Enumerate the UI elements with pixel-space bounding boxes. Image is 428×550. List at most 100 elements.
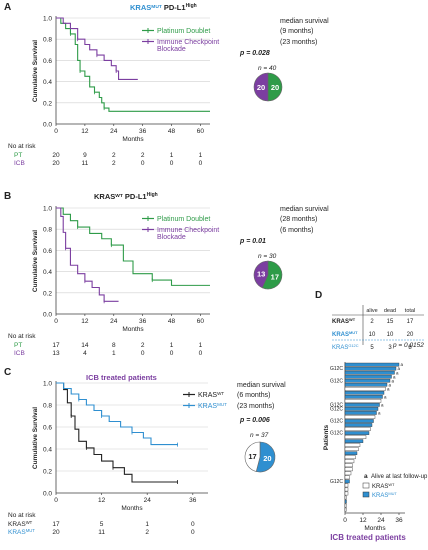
table-cell: 20	[407, 332, 414, 338]
risk-value: 0	[141, 350, 145, 357]
table-row-label: KRASG12C	[332, 343, 359, 352]
table-header: alive	[366, 308, 377, 314]
risk-value: 13	[52, 350, 60, 357]
alive-marker: a	[387, 386, 390, 391]
y-tick-label: 0.4	[43, 269, 52, 276]
table-row-label: KRASWT	[332, 317, 356, 326]
x-tick-label: 24	[110, 318, 118, 325]
risk-row-label: PT	[14, 342, 22, 349]
panel-title-C: ICB treated patients	[86, 373, 157, 382]
alive-marker: a	[393, 374, 396, 379]
bar	[344, 503, 347, 508]
x-tick-label: 60	[197, 128, 205, 135]
pie-slice	[267, 72, 283, 102]
y-tick-label: 1.0	[43, 16, 52, 23]
y-tick-label: 0.2	[43, 290, 52, 297]
alive-marker: a	[378, 411, 381, 416]
p-value: p = 0.028	[239, 50, 270, 57]
km-curve-0	[56, 382, 178, 483]
x-tick-label: 12	[359, 517, 367, 524]
x-tick-label: 0	[343, 517, 347, 524]
bar	[344, 495, 347, 500]
alive-marker: a	[398, 366, 401, 371]
median-survival-label: median survival	[280, 206, 329, 213]
x-tick-label: 12	[98, 497, 106, 504]
x-tick-label: 48	[168, 318, 176, 325]
risk-value: 20	[52, 529, 60, 536]
legend-swatch-mut	[362, 491, 370, 498]
n-label: n = 37	[250, 432, 269, 439]
risk-value: 0	[199, 160, 203, 167]
x-tick-label: 12	[81, 318, 89, 325]
alive-marker: a	[396, 370, 399, 375]
y-axis-label: Cumulative Survival	[32, 230, 39, 292]
risk-row-label: KRASMUT	[8, 528, 35, 537]
legend-median: (23 months)	[280, 39, 317, 46]
risk-value: 11	[82, 160, 89, 167]
bar	[344, 407, 379, 411]
alive-marker: a	[392, 378, 395, 383]
x-tick-label: 0	[54, 318, 58, 325]
pie-slice	[253, 260, 269, 289]
bar	[344, 479, 350, 484]
bar	[344, 491, 349, 496]
legend-swatch-wt	[362, 482, 370, 489]
pie-slice	[244, 441, 261, 472]
alive-marker: a	[381, 402, 384, 407]
y-tick-label: 0.8	[43, 37, 52, 44]
pie-slice-label: 20	[263, 454, 271, 463]
risk-value: 1	[145, 521, 149, 528]
bar	[344, 483, 349, 488]
bar-g12c-label: G12C	[330, 479, 343, 485]
x-tick-label: 36	[189, 497, 197, 504]
x-tick-label: 24	[144, 497, 152, 504]
y-tick-label: 0.6	[43, 58, 52, 65]
bar-g12c-label: G12C	[330, 419, 343, 425]
km-curve-1	[56, 207, 119, 302]
legend-label: KRASMUT	[198, 402, 227, 411]
legend-label-mut: KRASMUT	[372, 491, 397, 500]
alive-marker: a	[401, 362, 404, 367]
table-cell: 15	[387, 319, 394, 325]
bar	[344, 459, 355, 464]
risk-row-label: PT	[14, 152, 22, 159]
panel-title-B: KRASWT PD-L1High	[94, 192, 158, 201]
table-cell: 5	[370, 345, 374, 351]
y-tick-label: 0.8	[43, 403, 52, 410]
risk-value: 8	[112, 342, 116, 349]
km-curve-0	[56, 207, 210, 286]
risk-value: 0	[141, 160, 145, 167]
bar	[344, 411, 377, 415]
km-curve-0	[56, 17, 210, 112]
risk-table-title: No at risk	[8, 512, 36, 519]
legend-label-2: Blockade	[157, 234, 186, 241]
bar	[344, 467, 353, 472]
y-tick-label: 0.2	[43, 469, 52, 476]
legend-label-2: Blockade	[157, 46, 186, 53]
pie-slice-label: 17	[271, 272, 279, 281]
bar	[344, 370, 395, 375]
legend-label: Platinum Doublet	[157, 216, 210, 223]
risk-row-label: KRASWT	[8, 520, 33, 529]
x-axis-label: Months	[122, 136, 144, 143]
x-tick-label: 12	[81, 128, 89, 135]
panel-title-A: KRASMUT PD-L1High	[130, 3, 197, 12]
bar	[344, 423, 373, 427]
bar	[344, 378, 391, 383]
risk-value: 0	[170, 160, 174, 167]
y-axis-label: Patients	[323, 424, 330, 450]
panel-letter-A: A	[4, 2, 11, 13]
risk-value: 20	[52, 160, 60, 167]
risk-value: 20	[52, 152, 60, 159]
bar-g12c-label: G12C	[330, 378, 343, 384]
y-tick-label: 1.0	[43, 381, 52, 388]
bar	[344, 386, 386, 391]
risk-value: 0	[170, 350, 174, 357]
bar-g12c-label: G12C	[330, 407, 343, 413]
y-tick-label: 0.0	[43, 312, 52, 319]
bar	[344, 451, 358, 456]
panel-letter-C: C	[4, 367, 11, 378]
x-tick-label: 0	[54, 128, 58, 135]
bar	[344, 403, 380, 407]
bar	[344, 390, 385, 395]
